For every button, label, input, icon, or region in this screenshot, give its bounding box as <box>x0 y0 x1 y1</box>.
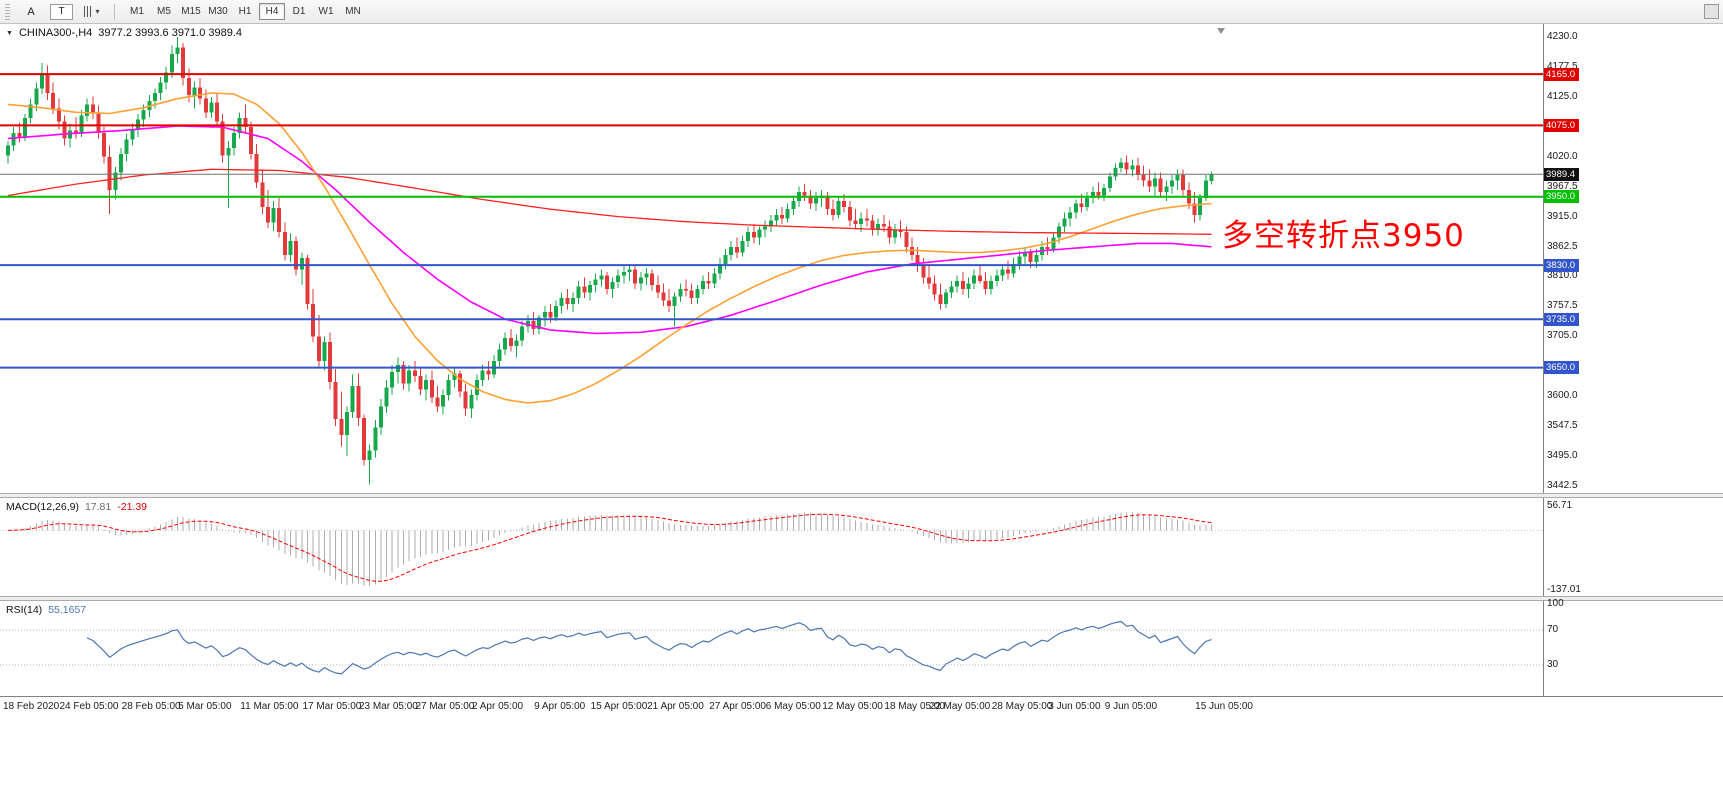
toolbar-grip[interactable] <box>5 3 10 20</box>
collapse-triangle-icon[interactable]: ▼ <box>6 29 13 37</box>
date-label: 15 Apr 05:00 <box>590 701 648 712</box>
timeframe-button-MN[interactable]: MN <box>345 6 361 17</box>
vertical-lines-icon <box>84 6 93 17</box>
chart-annotation-text[interactable]: 多空转折点3950 <box>1222 218 1465 254</box>
date-label: 2 Apr 05:00 <box>471 701 524 712</box>
price-tick-label: 4125.0 <box>1547 90 1578 102</box>
timeframe-group: M1 M5 M15 M30 H1 H4 D1 W1 MN <box>124 3 366 20</box>
price-tick-label: 3810.0 <box>1547 270 1578 282</box>
rsi-label: RSI(14) 55.1657 <box>6 604 86 616</box>
time-axis[interactable]: 18 Feb 2020 24 Feb 05:00 28 Feb 05:00 5 Mar… <box>0 696 1723 792</box>
date-label: 9 Jun 05:00 <box>1104 701 1158 712</box>
timeframe-button-H1[interactable]: H1 <box>238 6 252 17</box>
price-tick-label: 3442.5 <box>1547 479 1578 491</box>
price-badge-4075.0: 4075.0 <box>1544 118 1580 132</box>
chevron-down-icon: ▾ <box>95 7 100 16</box>
rsi-value: 55.1657 <box>48 604 87 616</box>
chart-shift-marker-icon[interactable] <box>1217 28 1225 34</box>
date-label: 23 Mar 05:00 <box>358 701 418 712</box>
macd-tick-label: -137.01 <box>1547 583 1581 595</box>
date-label: 12 May 05:00 <box>822 701 883 712</box>
date-label: 28 Feb 05:00 <box>121 701 181 712</box>
date-label: 17 Mar 05:00 <box>302 701 362 712</box>
date-label: 24 Feb 05:00 <box>59 701 119 712</box>
date-label: 3 Jun 05:00 <box>1048 701 1101 712</box>
date-label: 11 Mar 05:00 <box>240 701 299 712</box>
price-tick-label: 3495.0 <box>1547 449 1578 461</box>
macd-label: MACD(12,26,9) 17.81 -21.39 <box>6 501 147 513</box>
price-tick-label: 3757.5 <box>1547 300 1578 312</box>
date-label: 28 May 05:00 <box>991 701 1053 712</box>
price-badge-3830.0: 3830.0 <box>1544 258 1580 272</box>
date-label: 9 Apr 05:00 <box>534 701 586 712</box>
candles-layer <box>6 37 1214 485</box>
price-badge-3735.0: 3735.0 <box>1544 312 1580 326</box>
date-label: 18 May 05:00 <box>884 701 945 712</box>
date-label: 6 May 05:00 <box>765 701 821 712</box>
macd-signal-value: -21.39 <box>117 501 148 513</box>
main-toolbar: A T ▾ M1 M5 M15 M30 H1 H4 D1 W1 MN <box>0 0 1723 24</box>
price-tick-label: 3967.5 <box>1547 180 1578 192</box>
symbol-timeframe-label: CHINA300-,H4 <box>18 27 93 39</box>
macd-histogram <box>13 512 1212 587</box>
panel-splitter[interactable] <box>0 493 1723 498</box>
rsi-panel[interactable]: RSI(14) 55.1657 100 70 30 <box>0 598 1723 696</box>
macd-tick-label: 56.71 <box>1547 499 1573 511</box>
timeframe-button-D1[interactable]: D1 <box>292 6 306 17</box>
rsi-tick-label: 70 <box>1547 624 1559 636</box>
window-control-icon[interactable] <box>1704 4 1719 19</box>
date-label: 22 May 05:00 <box>929 701 991 712</box>
rsi-line <box>86 620 1212 675</box>
price-tick-label: 4177.5 <box>1547 61 1578 73</box>
rsi-canvas[interactable] <box>0 601 1543 696</box>
ma-orange <box>7 92 1212 404</box>
timeframe-button-M5[interactable]: M5 <box>157 6 171 17</box>
date-label: 5 Mar 05:00 <box>178 701 232 712</box>
cursor-tool-button[interactable]: A <box>27 5 35 18</box>
timeframe-button-M30[interactable]: M30 <box>208 6 228 17</box>
price-tick-label: 3600.0 <box>1547 390 1578 402</box>
chart-title: ▼ CHINA300-,H4 3977.2 3993.6 3971.0 3989… <box>6 27 242 39</box>
price-tick-label: 3705.0 <box>1547 330 1578 342</box>
price-badge-3650.0: 3650.0 <box>1544 361 1580 375</box>
macd-panel[interactable]: MACD(12,26,9) 17.81 -21.39 56.71 -137.01 <box>0 498 1723 596</box>
timeframe-button-H4[interactable]: H4 <box>259 3 285 20</box>
ohlc-values: 3977.2 3993.6 3971.0 3989.4 <box>98 27 243 39</box>
date-label: 27 Apr 05:00 <box>709 701 766 712</box>
macd-canvas[interactable] <box>0 498 1543 596</box>
price-axis[interactable]: 4230.04177.54125.04072.54020.03967.53915… <box>1543 24 1723 493</box>
price-tick-label: 3547.5 <box>1547 420 1578 432</box>
price-badge-4165.0: 4165.0 <box>1544 67 1580 81</box>
timeframe-button-W1[interactable]: W1 <box>318 6 334 17</box>
date-label: 27 Mar 05:00 <box>415 701 475 712</box>
rsi-tick-label: 30 <box>1547 658 1559 670</box>
timeframe-button-M15[interactable]: M15 <box>181 6 201 17</box>
price-tick-label: 3862.5 <box>1547 240 1578 252</box>
toolbar-separator <box>114 3 115 20</box>
price-tick-label: 3915.0 <box>1547 210 1578 222</box>
macd-name: MACD(12,26,9) <box>6 501 79 513</box>
date-label: 21 Apr 05:00 <box>647 701 704 712</box>
macd-main-value: 17.81 <box>84 501 112 513</box>
lines-tool-button[interactable]: ▾ <box>79 3 105 21</box>
price-chart-panel[interactable]: ▼ CHINA300-,H4 3977.2 3993.6 3971.0 3989… <box>0 24 1723 493</box>
price-tick-label: 4230.0 <box>1547 31 1578 43</box>
date-label: 15 Jun 05:00 <box>1195 701 1253 712</box>
rsi-axis[interactable]: 100 70 30 <box>1543 598 1723 696</box>
price-tick-label: 4020.0 <box>1547 150 1578 162</box>
timeframe-button-M1[interactable]: M1 <box>130 6 144 17</box>
macd-signal-line <box>7 513 1212 582</box>
rsi-tick-label: 100 <box>1547 598 1564 609</box>
text-tool-button[interactable]: T <box>50 3 73 20</box>
rsi-name: RSI(14) <box>6 604 43 616</box>
panel-splitter[interactable] <box>0 596 1723 601</box>
ma-magenta <box>7 125 1212 335</box>
macd-axis[interactable]: 56.71 -137.01 <box>1543 498 1723 596</box>
price-badge-3950.0: 3950.0 <box>1544 190 1580 204</box>
ma-red <box>7 168 1212 235</box>
price-chart-canvas[interactable] <box>0 24 1543 493</box>
price-badge-3989.4: 3989.4 <box>1544 167 1580 181</box>
date-label: 18 Feb 2020 <box>3 701 60 712</box>
